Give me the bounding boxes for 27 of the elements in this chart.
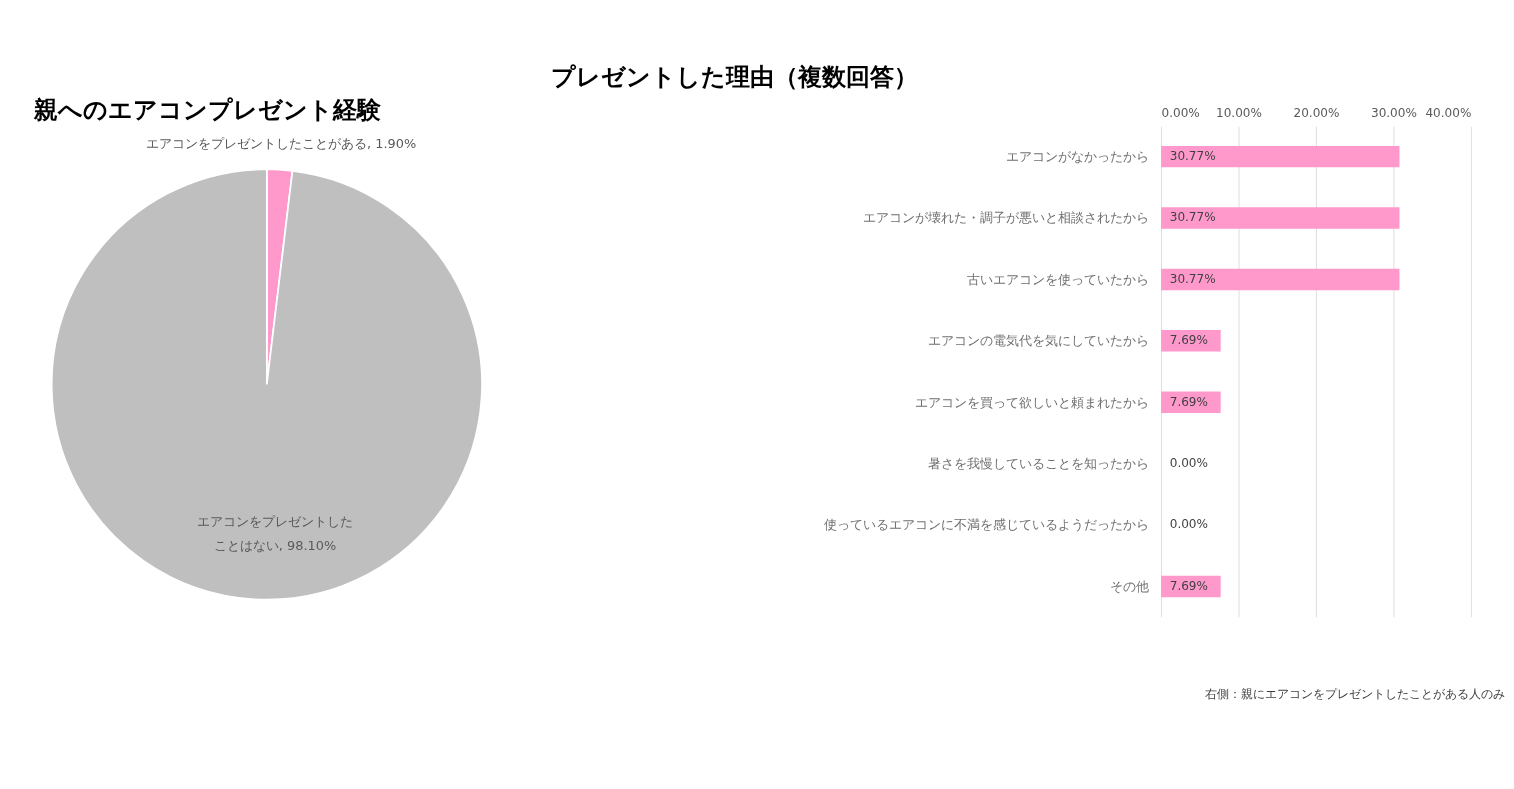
data-label: 0.00% xyxy=(1169,456,1208,471)
x-tick-label: 30.00% xyxy=(1370,106,1417,121)
y-tick-label: 暑さを我慢していることを知ったから xyxy=(928,455,1150,471)
data-label: 0.00% xyxy=(1169,517,1208,532)
y-tick-label: エアコンの電気代を気にしていたから xyxy=(928,333,1150,349)
x-tick-label: 20.00% xyxy=(1293,106,1340,121)
y-tick-label: エアコンが壊れた・調子が悪いと相談されたから xyxy=(863,210,1150,226)
y-tick-label: 使っているエアコンに不満を感じているようだったから xyxy=(824,517,1150,533)
y-tick-label: その他 xyxy=(1110,578,1150,594)
pie-slice xyxy=(50,168,483,601)
data-label: 7.69% xyxy=(1169,394,1208,409)
data-label: 30.77% xyxy=(1169,210,1216,225)
y-tick-label: エアコンを買って欲しいと頼まれたから xyxy=(915,394,1150,410)
text: 右側：親にエアコンをプレゼントしたことがある人のみ xyxy=(1205,686,1506,701)
x-tick-label: 10.00% xyxy=(1216,106,1262,121)
text: プレゼントした理由（複数回答） xyxy=(550,62,918,91)
x-tick-label: 0.00% xyxy=(1161,106,1200,121)
data-label: 30.77% xyxy=(1169,271,1216,286)
data-label: 30.77% xyxy=(1169,149,1216,164)
x-tick-label: 40.00% xyxy=(1425,106,1472,121)
slice-label: エアコンをプレゼントしたことはない, 98.10% xyxy=(197,514,354,554)
data-label: 7.69% xyxy=(1169,333,1208,348)
y-tick-label: 古いエアコンを使っていたから xyxy=(967,271,1150,287)
slice-label: エアコンをプレゼントしたことがある, 1.90% xyxy=(146,136,417,152)
chart-title: 親へのエアコンプレゼント経験 xyxy=(33,95,383,124)
data-label: 7.69% xyxy=(1169,578,1208,593)
y-tick-label: エアコンがなかったから xyxy=(1006,148,1150,164)
